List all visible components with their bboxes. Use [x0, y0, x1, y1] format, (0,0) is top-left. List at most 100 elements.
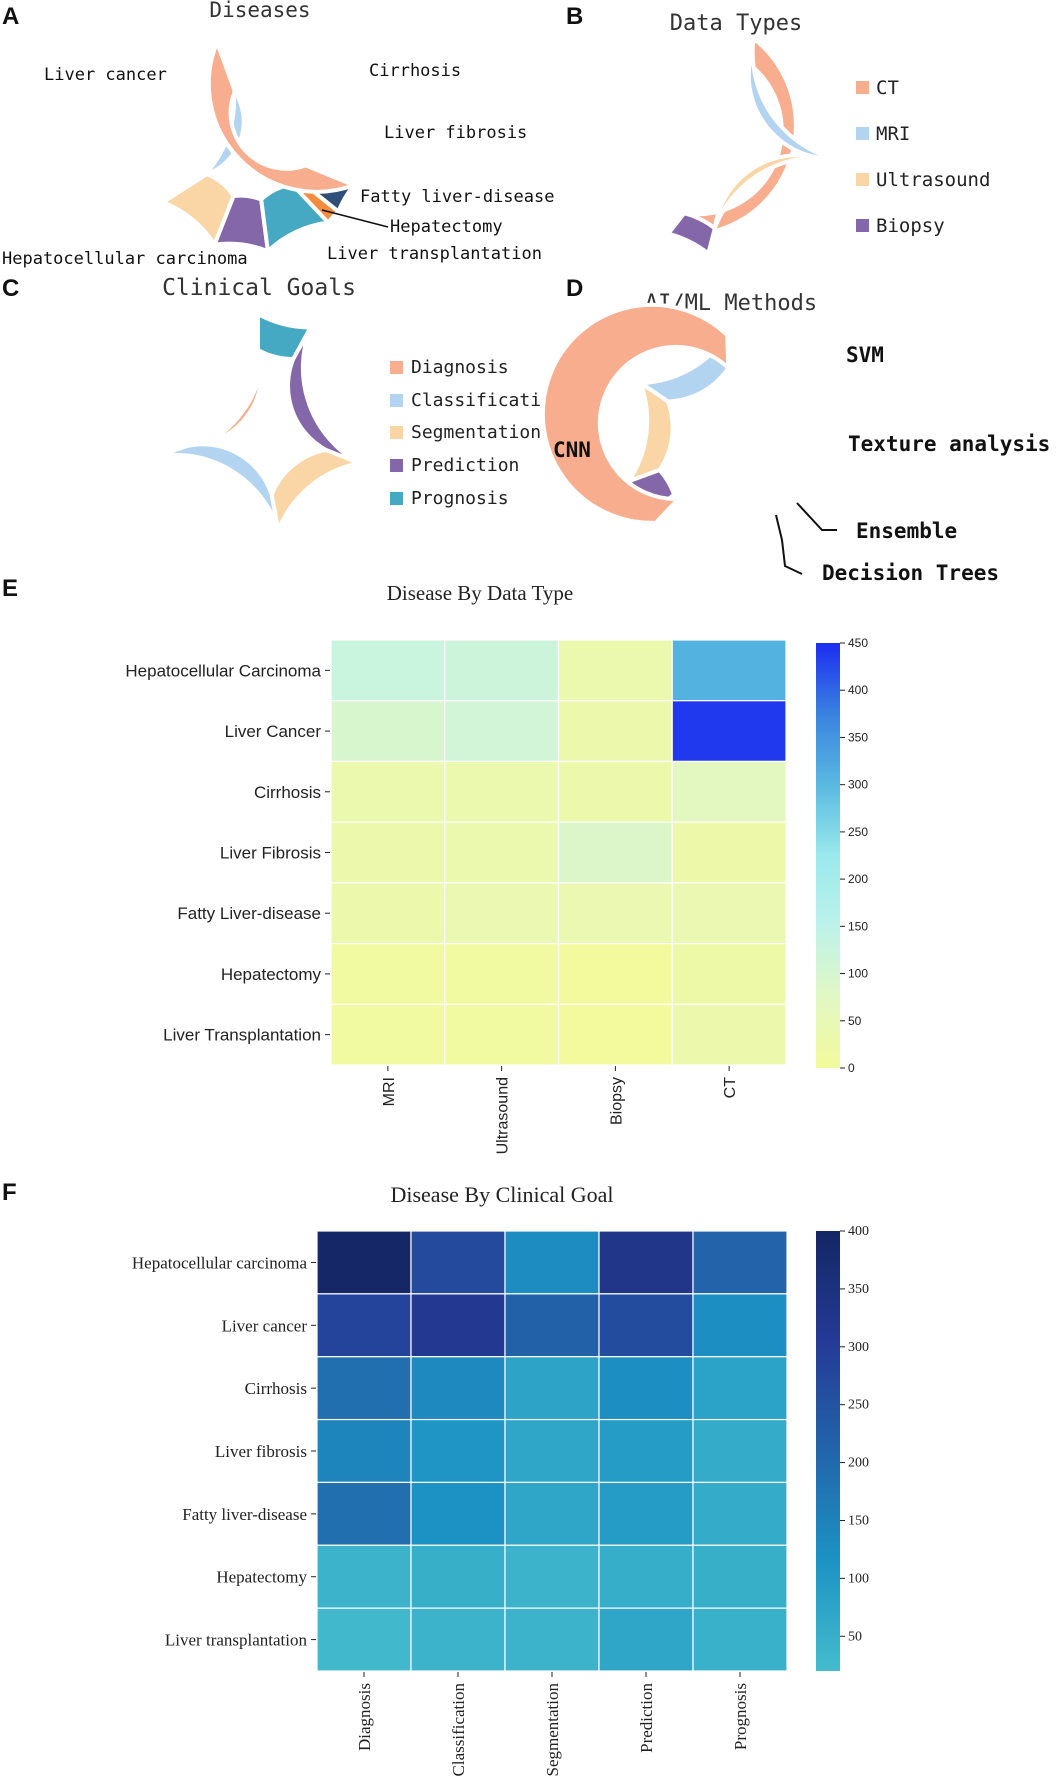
ai-ml-methods-donut-chart: AI/ML Methods SVM Texture analysis Ensem… [540, 291, 1050, 585]
cell-cirrhosis-biopsy [557, 760, 673, 823]
legend-swatch-prognosis [390, 492, 403, 505]
cell-cirrhosis-mri [330, 760, 446, 823]
cell-liver-fibrosis-mri [330, 821, 446, 884]
cell-liver-transplantation-ultrasound [444, 1003, 560, 1066]
ensemble-leader-line [796, 502, 837, 531]
diseases-donut-chart: Diseases Liver cancer Cirrhosis Liver fi… [2, 0, 554, 269]
label-hepatocellular-carcinoma: Hepatocellular carcinoma [2, 249, 248, 269]
panel-letter-f: F [2, 1179, 17, 1206]
clinical-goals-donut-chart: Clinical Goals Diagnosis Classification … [153, 275, 552, 538]
col-label-diagnosis: Diagnosis [355, 1683, 374, 1751]
row-label-cirrhosis: Cirrhosis [254, 783, 321, 802]
col-label-prediction: Prediction [637, 1683, 656, 1753]
heatmap-f-cells [316, 1230, 788, 1672]
cell-liver-fibrosis-biopsy [557, 821, 673, 884]
panel-letter-b: B [566, 3, 583, 30]
cell-liver-fibrosis-ct [671, 821, 787, 884]
diseases-title: Diseases [209, 0, 310, 22]
cell-cirrhosis-ct [671, 760, 787, 823]
row-label-hepatocellular-carcinoma: Hepatocellular Carcinoma [125, 661, 321, 680]
heatmap-e-colorbar-ticks: 0 50 100 150 200 250 300 350 400 450 [840, 636, 868, 1075]
cell-liver-cancer-prediction [598, 1293, 694, 1358]
cell-liver-cancer-ultrasound [444, 700, 560, 763]
label-cirrhosis: Cirrhosis [369, 61, 461, 81]
heatmap-e-colorbar [816, 643, 840, 1068]
heatmap-e-col-labels: MRI Ultrasound Biopsy CT [381, 1066, 739, 1154]
cell-cirrhosis-prognosis [692, 1356, 788, 1421]
cell-fatty-liver-disease-ultrasound [444, 882, 560, 945]
legend-label-diagnosis: Diagnosis [411, 357, 509, 378]
disease-by-data-type-heatmap: Disease By Data Type Hepatocellular Carc… [125, 581, 868, 1154]
clinical-goals-legend: Diagnosis Classification Segmentation Pr… [390, 357, 552, 509]
cell-hepatocellular-carcinoma-classification [410, 1230, 506, 1295]
slice-segmentation [269, 447, 367, 538]
cell-hepatectomy-diagnosis [316, 1544, 412, 1609]
cell-cirrhosis-prediction [598, 1356, 694, 1421]
cell-liver-transplantation-biopsy [557, 1003, 673, 1066]
row-label-liver-fibrosis: Liver fibrosis [215, 1442, 307, 1461]
cell-hepatectomy-mri [330, 942, 446, 1005]
cell-liver-transplantation-segmentation [504, 1607, 600, 1672]
cell-cirrhosis-segmentation [504, 1356, 600, 1421]
cell-hepatectomy-prediction [598, 1544, 694, 1609]
col-label-ct: CT [722, 1077, 739, 1099]
slice-biopsy [664, 210, 718, 257]
legend-swatch-diagnosis [390, 361, 403, 374]
row-label-liver-cancer: Liver cancer [222, 1316, 308, 1335]
panel-letter-c: C [2, 275, 19, 302]
col-label-classification: Classification [449, 1683, 468, 1777]
legend-label-prognosis: Prognosis [411, 488, 509, 509]
label-decision-trees: Decision Trees [822, 561, 999, 585]
data-types-donut-chart: Data Types CT MRI Ultrasound Biopsy [664, 11, 990, 257]
cell-fatty-liver-disease-segmentation [504, 1481, 600, 1546]
legend-swatch-ct [856, 81, 869, 94]
legend-label-biopsy: Biopsy [876, 215, 945, 237]
legend-swatch-prediction [390, 459, 403, 472]
label-texture-analysis: Texture analysis [848, 432, 1050, 456]
label-liver-fibrosis: Liver fibrosis [384, 123, 527, 143]
disease-by-clinical-goal-heatmap: Disease By Clinical Goal Hepatocellular … [132, 1182, 869, 1776]
cell-hepatectomy-ct [671, 942, 787, 1005]
colorbar-tick-label: 450 [848, 636, 868, 650]
cell-liver-transplantation-diagnosis [316, 1607, 412, 1672]
cell-liver-transplantation-prediction [598, 1607, 694, 1672]
panel-letter-a: A [2, 3, 19, 30]
cell-fatty-liver-disease-diagnosis [316, 1481, 412, 1546]
row-label-hepatocellular-carcinoma: Hepatocellular carcinoma [132, 1253, 308, 1272]
row-label-hepatectomy: Hepatectomy [221, 965, 322, 984]
cell-hepatocellular-carcinoma-prognosis [692, 1230, 788, 1295]
cell-hepatectomy-prognosis [692, 1544, 788, 1609]
colorbar-tick-label: 50 [848, 1629, 862, 1644]
data-types-slices [664, 34, 846, 257]
cell-hepatectomy-segmentation [504, 1544, 600, 1609]
cell-fatty-liver-disease-mri [330, 882, 446, 945]
heatmap-f-row-labels: Hepatocellular carcinoma Liver cancer Cirr… [132, 1253, 316, 1650]
row-label-liver-fibrosis: Liver Fibrosis [220, 844, 321, 863]
cell-hepatectomy-classification [410, 1544, 506, 1609]
label-ensemble: Ensemble [856, 519, 957, 543]
col-label-prognosis: Prognosis [731, 1683, 750, 1750]
decision-trees-leader-line [775, 514, 803, 575]
data-types-title: Data Types [670, 11, 802, 36]
cell-liver-transplantation-ct [671, 1003, 787, 1066]
label-svm: SVM [846, 343, 884, 367]
cell-liver-fibrosis-diagnosis [316, 1418, 412, 1484]
cell-liver-cancer-prognosis [692, 1293, 788, 1358]
cell-hepatocellular-carcinoma-biopsy [557, 639, 673, 702]
cell-fatty-liver-disease-biopsy [557, 882, 673, 945]
col-label-ultrasound: Ultrasound [495, 1077, 512, 1154]
colorbar-tick-label: 400 [848, 1224, 869, 1239]
label-cnn: CNN [553, 438, 591, 462]
colorbar-tick-label: 150 [848, 1513, 869, 1528]
colorbar-tick-label: 350 [848, 730, 868, 744]
cell-hepatocellular-carcinoma-segmentation [504, 1230, 600, 1295]
cell-liver-cancer-mri [330, 700, 446, 763]
row-label-liver-transplantation: Liver transplantation [165, 1631, 308, 1650]
cell-cirrhosis-ultrasound [444, 760, 560, 823]
colorbar-tick-label: 250 [848, 1398, 869, 1413]
colorbar-tick-label: 300 [848, 1340, 869, 1355]
colorbar-tick-label: 100 [848, 967, 868, 981]
legend-swatch-classification [390, 394, 403, 407]
cell-fatty-liver-disease-classification [410, 1481, 506, 1546]
